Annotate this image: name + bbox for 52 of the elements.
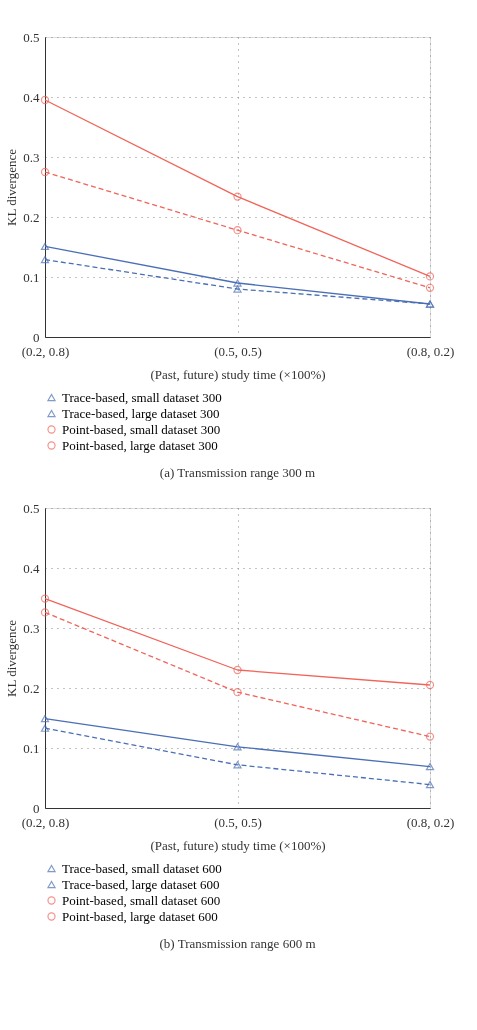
point <box>233 279 242 287</box>
y-tick-label: 0.1 <box>23 269 40 285</box>
point <box>425 762 435 771</box>
y-tick-label: 0.3 <box>23 620 40 636</box>
y-tick-label: 0.1 <box>23 740 40 756</box>
point <box>40 594 50 603</box>
y-tick-label: 0 <box>33 800 40 816</box>
y-axis-title: KL divergence <box>4 148 20 226</box>
point <box>233 761 242 769</box>
x-tick-label: (0.2, 0.8) <box>21 343 70 359</box>
text: (a) Transmission range 300 m <box>159 465 316 480</box>
y-tick-label: 0.4 <box>23 89 40 105</box>
y-axis-title: KL divergence <box>4 619 20 697</box>
legend-label: Trace-based, small dataset 300 <box>62 389 222 405</box>
y-tick-label: 0.2 <box>23 680 40 696</box>
point <box>233 743 242 751</box>
point <box>425 272 435 281</box>
x-axis-title: (Past, future) study time (×100%) <box>150 366 326 382</box>
point <box>233 688 242 697</box>
x-tick-label: (0.5, 0.5) <box>214 814 262 830</box>
y-tick-label: 0.5 <box>23 500 40 516</box>
x-axis-title: (Past, future) study time (×100%) <box>150 837 326 853</box>
point <box>40 242 50 251</box>
point <box>40 167 50 177</box>
legend-label: Point-based, large dataset 600 <box>62 908 218 924</box>
point <box>40 724 50 732</box>
point <box>233 226 242 235</box>
text: (b) Transmission range 600 m <box>159 936 316 951</box>
point <box>233 192 242 201</box>
legend-label: Point-based, small dataset 600 <box>62 892 221 908</box>
legend-label: Trace-based, small dataset 600 <box>62 860 222 876</box>
y-tick-label: 0 <box>33 329 40 345</box>
x-tick-label: (0.8, 0.2) <box>406 814 455 830</box>
y-tick-label: 0.5 <box>23 29 40 45</box>
x-tick-label: (0.8, 0.2) <box>406 343 455 359</box>
y-tick-label: 0.3 <box>23 149 40 165</box>
legend-label: Trace-based, large dataset 600 <box>62 876 220 892</box>
x-tick-label: (0.2, 0.8) <box>21 814 70 830</box>
point <box>40 714 50 723</box>
legend-label: Point-based, large dataset 300 <box>62 437 218 453</box>
point <box>40 608 50 617</box>
legend-label: Point-based, small dataset 300 <box>62 421 221 437</box>
point <box>425 732 435 741</box>
y-tick-label: 0.4 <box>23 560 40 576</box>
x-tick-label: (0.5, 0.5) <box>214 343 262 359</box>
point <box>425 680 435 690</box>
point <box>233 665 242 675</box>
point <box>40 95 50 105</box>
legend-label: Trace-based, large dataset 300 <box>62 405 220 421</box>
point <box>425 283 435 292</box>
point <box>425 780 435 789</box>
y-tick-label: 0.2 <box>23 209 40 225</box>
